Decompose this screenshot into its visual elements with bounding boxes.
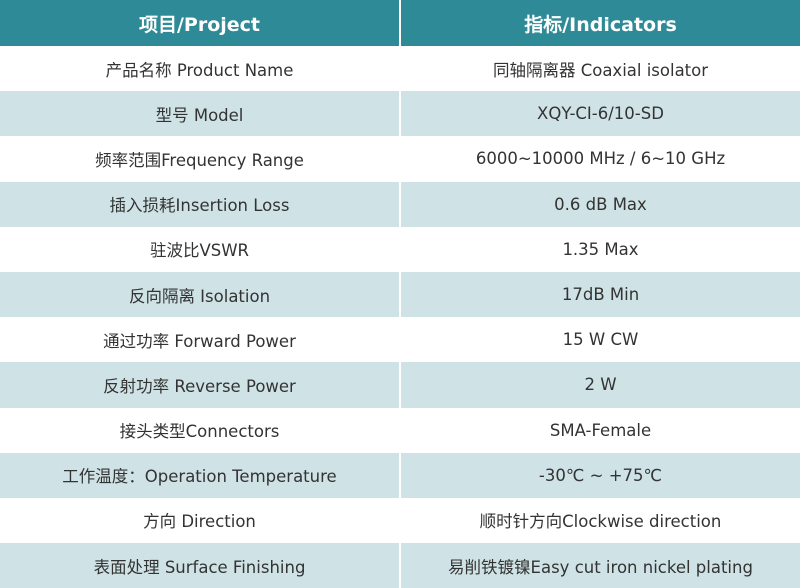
- table-row: 驻波比VSWR 1.35 Max: [0, 226, 800, 272]
- project-cell: 方向 Direction: [0, 497, 401, 544]
- table-row: 频率范围Frequency Range 6000~10000 MHz / 6~10…: [0, 136, 800, 182]
- indicator-cell: 2 W: [400, 362, 800, 408]
- table-row: 方向 Direction 顺时针方向Clockwise direction: [0, 497, 800, 544]
- table-row: 插入损耗Insertion Loss 0.6 dB Max: [0, 181, 800, 227]
- table-row: 反射功率 Reverse Power 2 W: [0, 362, 800, 408]
- table-row: 接头类型Connectors SMA-Female: [0, 407, 800, 453]
- project-cell: 反向隔离 Isolation: [0, 271, 401, 318]
- table-header: 项目/Project 指标/Indicators: [0, 0, 800, 46]
- table-row: 表面处理 Surface Finishing 易削铁镀镍Easy cut iron…: [0, 543, 800, 588]
- indicator-cell: XQY-CI-6/10-SD: [400, 91, 800, 137]
- project-cell: 通过功率 Forward Power: [0, 317, 401, 363]
- project-cell: 工作温度：Operation Temperature: [0, 452, 401, 498]
- table-row: 型号 Model XQY-CI-6/10-SD: [0, 91, 800, 137]
- indicator-cell: SMA-Female: [400, 407, 800, 453]
- project-cell: 接头类型Connectors: [0, 407, 401, 453]
- project-cell: 插入损耗Insertion Loss: [0, 181, 401, 227]
- project-cell: 驻波比VSWR: [0, 226, 401, 272]
- column-header-indicators: 指标/Indicators: [400, 0, 800, 46]
- indicator-cell: 易削铁镀镍Easy cut iron nickel plating: [400, 543, 800, 588]
- column-header-project: 项目/Project: [0, 0, 401, 46]
- indicator-cell: 同轴隔离器 Coaxial isolator: [400, 46, 800, 92]
- project-cell: 频率范围Frequency Range: [0, 136, 401, 182]
- header-row: 项目/Project 指标/Indicators: [0, 0, 800, 46]
- indicator-cell: -30℃ ~ +75℃: [400, 452, 800, 498]
- table-body: 产品名称 Product Name 同轴隔离器 Coaxial isolator 型…: [0, 46, 800, 588]
- table-row: 产品名称 Product Name 同轴隔离器 Coaxial isolator: [0, 46, 800, 92]
- indicator-cell: 1.35 Max: [400, 226, 800, 272]
- table-row: 反向隔离 Isolation 17dB Min: [0, 271, 800, 318]
- project-cell: 产品名称 Product Name: [0, 46, 401, 92]
- indicator-cell: 顺时针方向Clockwise direction: [400, 497, 800, 544]
- table-row: 通过功率 Forward Power 15 W CW: [0, 317, 800, 363]
- table-row: 工作温度：Operation Temperature -30℃ ~ +75℃: [0, 452, 800, 498]
- project-cell: 型号 Model: [0, 91, 401, 137]
- indicator-cell: 15 W CW: [400, 317, 800, 363]
- project-cell: 表面处理 Surface Finishing: [0, 543, 401, 588]
- project-cell: 反射功率 Reverse Power: [0, 362, 401, 408]
- indicator-cell: 6000~10000 MHz / 6~10 GHz: [400, 136, 800, 182]
- indicator-cell: 17dB Min: [400, 271, 800, 318]
- indicator-cell: 0.6 dB Max: [400, 181, 800, 227]
